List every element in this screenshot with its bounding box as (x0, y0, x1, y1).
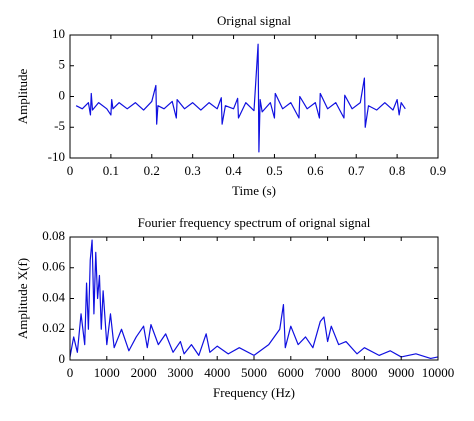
x-tick-label: 0.3 (185, 163, 201, 178)
y-tick-label: 0.06 (42, 259, 65, 274)
y-axis-label: Amplitude (15, 68, 30, 124)
x-tick-label: 4000 (204, 365, 230, 380)
x-tick-label: 0 (67, 163, 74, 178)
x-tick-label: 0.4 (225, 163, 242, 178)
x-tick-label: 0.2 (144, 163, 160, 178)
x-tick-label: 8000 (351, 365, 377, 380)
x-tick-label: 0.6 (307, 163, 324, 178)
y-tick-label: 0.04 (42, 289, 65, 304)
x-tick-label: 1000 (94, 365, 120, 380)
x-axis-label: Frequency (Hz) (213, 385, 295, 400)
x-tick-label: 0.1 (103, 163, 119, 178)
chart-title: Orignal signal (217, 13, 291, 28)
x-tick-label: 0.9 (430, 163, 446, 178)
y-tick-label: 0.08 (42, 228, 65, 243)
y-tick-label: 0.02 (42, 320, 65, 335)
x-tick-label: 6000 (278, 365, 304, 380)
x-tick-label: 0.8 (389, 163, 405, 178)
x-tick-label: 2000 (131, 365, 157, 380)
chart-title: Fourier frequency spectrum of orignal si… (138, 215, 371, 230)
x-tick-label: 7000 (315, 365, 341, 380)
y-tick-label: 0 (59, 351, 66, 366)
plot-frame (69, 34, 439, 159)
x-axis-label: Time (s) (232, 183, 276, 198)
x-tick-label: 10000 (422, 365, 455, 380)
x-tick-label: 0 (67, 365, 74, 380)
x-tick-label: 3000 (167, 365, 193, 380)
signal-line (69, 239, 439, 360)
y-tick-label: 0 (59, 87, 66, 102)
y-tick-label: -10 (48, 149, 65, 164)
signal-line (75, 43, 406, 153)
x-tick-label: 5000 (241, 365, 267, 380)
x-tick-label: 9000 (388, 365, 414, 380)
y-tick-label: -5 (54, 118, 65, 133)
y-tick-label: 5 (59, 57, 66, 72)
y-tick-label: 10 (52, 26, 65, 41)
y-axis-label: Amplitude X(f) (15, 258, 30, 339)
x-tick-label: 0.7 (348, 163, 365, 178)
x-tick-label: 0.5 (266, 163, 282, 178)
